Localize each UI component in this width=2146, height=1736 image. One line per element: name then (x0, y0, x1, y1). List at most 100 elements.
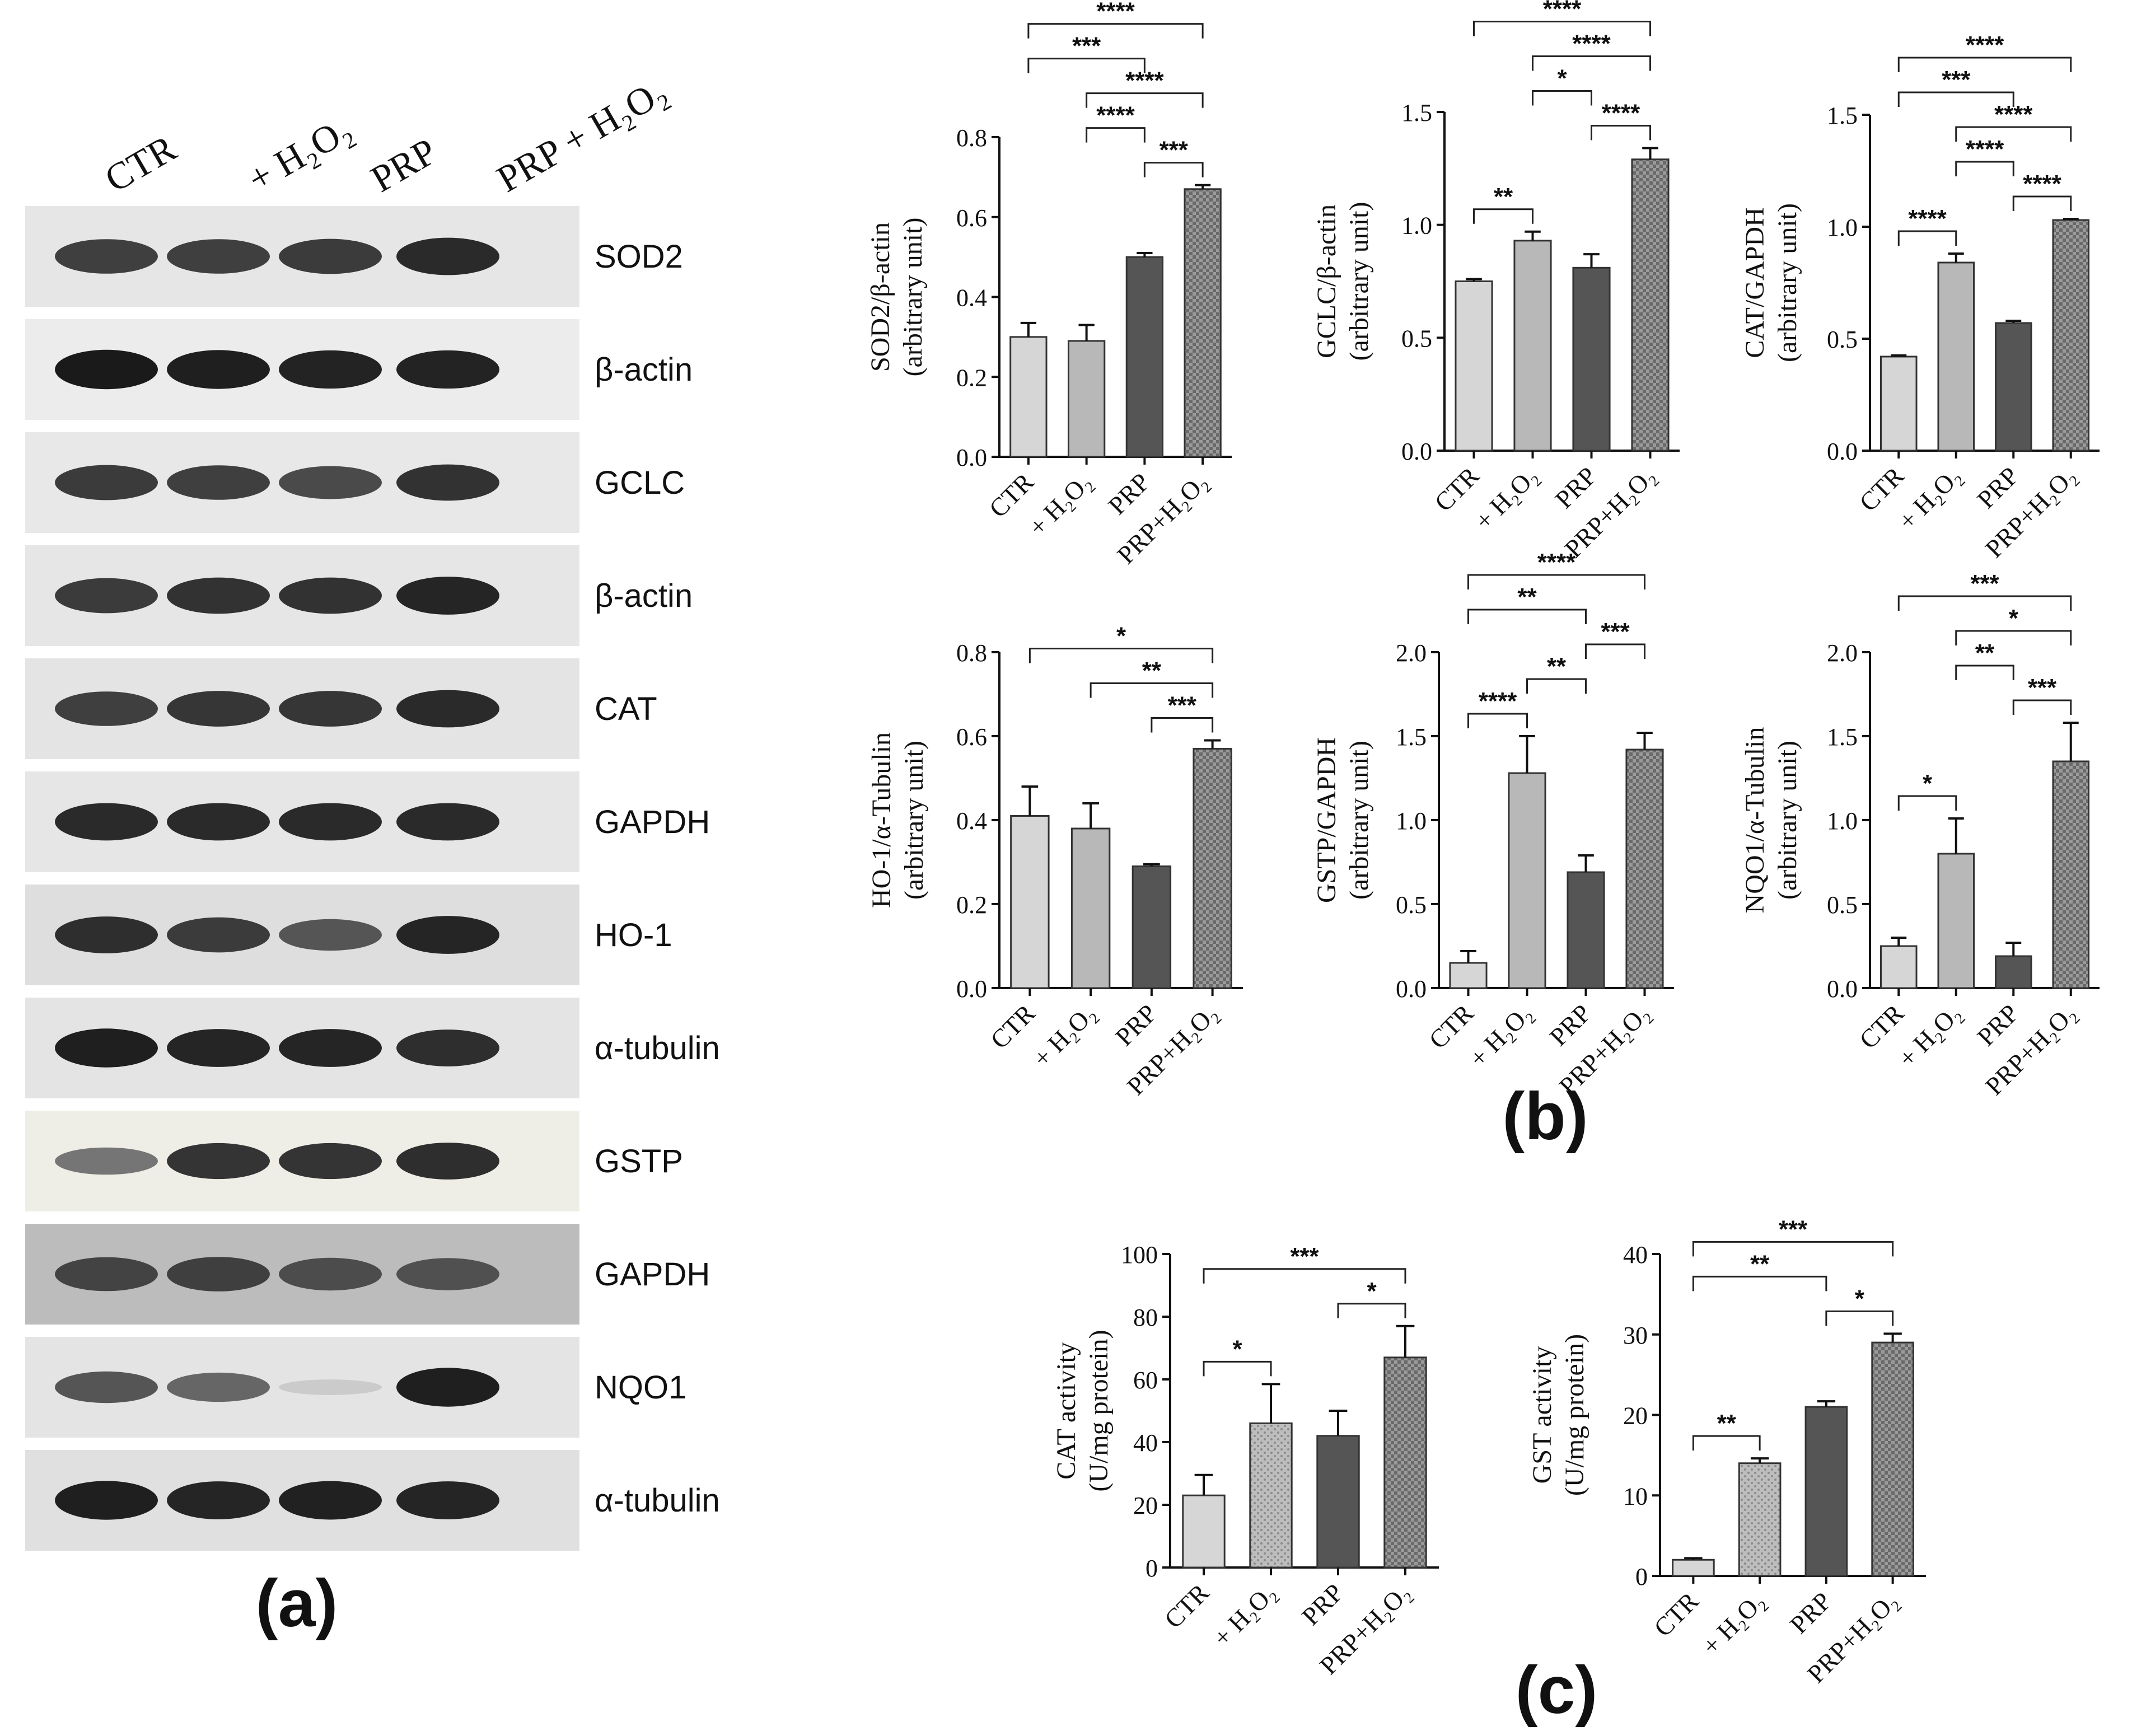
y-tick-label: 0.8 (956, 639, 987, 667)
blot-band (167, 239, 270, 274)
y-tick-label: 1.5 (1401, 99, 1432, 127)
blot-band (167, 803, 270, 841)
bar (1132, 865, 1172, 989)
significance-label: **** (1537, 549, 1576, 576)
x-tick-label: + H₂O₂ (1696, 1587, 1770, 1660)
blot-band (55, 1371, 158, 1403)
y-tick-label: 1.0 (1827, 807, 1858, 835)
significance-label: ** (1494, 183, 1513, 210)
bar-chart-ho1: 0.0 0.2 0.4 0.6 0.8 HO-1/α-Tubulin (arbitrary … (867, 623, 1243, 1101)
blot-row-label: GAPDH (595, 1256, 710, 1293)
x-tick-label: + H₂O₂ (1893, 999, 1967, 1073)
blot-row-label: β-actin (595, 578, 693, 614)
y-axis-label: (arbitrary unit) (1773, 741, 1802, 900)
blot-band (279, 1481, 382, 1520)
significance-label: * (1923, 770, 1933, 797)
x-tick-label: PRP (1544, 999, 1597, 1051)
y-axis-label: NQO1/α-Tubulin (1740, 727, 1770, 914)
x-tick-label: CTR (985, 999, 1041, 1055)
significance-label: * (1232, 1335, 1242, 1363)
blot-band (396, 1481, 499, 1519)
y-tick-label: 0.0 (1396, 975, 1427, 1003)
blot-band (396, 1258, 499, 1290)
bar (1513, 240, 1552, 452)
significance-label: *** (1601, 618, 1630, 645)
bar (1383, 1356, 1427, 1569)
significance-label: *** (1779, 1215, 1808, 1243)
bar-chart-nqo1: 0.0 0.5 1.0 1.5 2.0 NQO1/α-Tubulin (arbitrary … (1740, 570, 2100, 1101)
bar (1010, 815, 1050, 989)
y-tick-label: 0.0 (956, 444, 987, 471)
x-tick-label: CTR (1648, 1587, 1704, 1643)
y-tick-label: 100 (1121, 1241, 1158, 1269)
bar (1508, 772, 1546, 989)
blot-row-label: GCLC (595, 465, 685, 501)
blot-band (167, 1143, 270, 1180)
panel-label-c: (c) (1516, 1653, 1598, 1728)
western-blot-panel: CTR + H₂O₂ PRP PRP + H₂O₂ SOD2 β-actin GCLC β-a… (25, 69, 720, 1551)
significance-bracket (1526, 678, 1587, 694)
blot-row-label: GSTP (595, 1143, 683, 1180)
significance-bracket (1027, 58, 1146, 73)
significance-bracket (1955, 126, 2072, 142)
x-tick-label: PRP (1296, 1578, 1349, 1631)
blot-band (279, 919, 382, 951)
significance-bracket (1955, 161, 2014, 176)
y-tick-label: 20 (1133, 1492, 1158, 1519)
blot-row-label: GAPDH (595, 804, 710, 840)
x-tick-label: PRP (1110, 999, 1162, 1051)
blot-band (55, 349, 158, 390)
significance-bracket (1591, 125, 1651, 141)
y-tick-label: 0.0 (956, 975, 987, 1003)
y-tick-label: 0.2 (956, 364, 987, 391)
blot-band (279, 466, 382, 499)
blot-row-label: α-tubulin (595, 1482, 720, 1519)
bar (1625, 748, 1664, 989)
significance-label: * (2009, 605, 2019, 632)
significance-bracket (1467, 609, 1587, 624)
y-tick-label: 2.0 (1827, 639, 1858, 667)
bar (2052, 219, 2090, 452)
bar (1009, 336, 1048, 458)
significance-bracket (1825, 1310, 1894, 1326)
significance-bracket (1897, 91, 2014, 107)
significance-label: *** (1970, 570, 1999, 597)
bar (1070, 827, 1111, 989)
bar (1994, 322, 2032, 452)
bar (1572, 266, 1611, 452)
blot-lane-label: PRP + H₂O₂ (490, 69, 674, 200)
significance-label: ** (1750, 1250, 1770, 1278)
y-tick-label: 30 (1623, 1322, 1648, 1349)
y-tick-label: 1.5 (1827, 102, 1858, 129)
significance-label: **** (1602, 100, 1640, 127)
y-axis-label: (arbitrary unit) (1344, 202, 1374, 361)
x-tick-label: + H₂O₂ (1469, 461, 1543, 535)
y-tick-label: 1.0 (1827, 214, 1858, 241)
significance-bracket (1473, 21, 1651, 36)
x-tick-label: PRP (1784, 1587, 1837, 1639)
y-tick-label: 80 (1133, 1304, 1158, 1331)
significance-label: *** (1290, 1243, 1319, 1270)
significance-label: *** (1160, 137, 1189, 164)
bar (1193, 748, 1232, 989)
significance-label: **** (2023, 170, 2061, 198)
significance-label: ** (1717, 1410, 1737, 1437)
blot-band (396, 1368, 499, 1407)
blot-lane-label: CTR (98, 127, 184, 200)
significance-bracket (1692, 1275, 1827, 1292)
bar (2052, 760, 2090, 989)
y-tick-label: 1.0 (1401, 212, 1432, 240)
blot-band (55, 578, 158, 614)
significance-bracket (1692, 1435, 1761, 1451)
bar (1455, 280, 1493, 452)
significance-label: *** (2028, 674, 2057, 701)
significance-bracket (1086, 92, 1204, 108)
bar (1249, 1422, 1293, 1569)
bar (1125, 256, 1164, 458)
x-tick-label: CTR (1159, 1578, 1215, 1634)
blot-row-label: HO-1 (595, 917, 672, 953)
y-tick-label: 1.0 (1396, 807, 1427, 835)
significance-bracket (1473, 208, 1533, 224)
significance-bracket (1532, 90, 1592, 106)
